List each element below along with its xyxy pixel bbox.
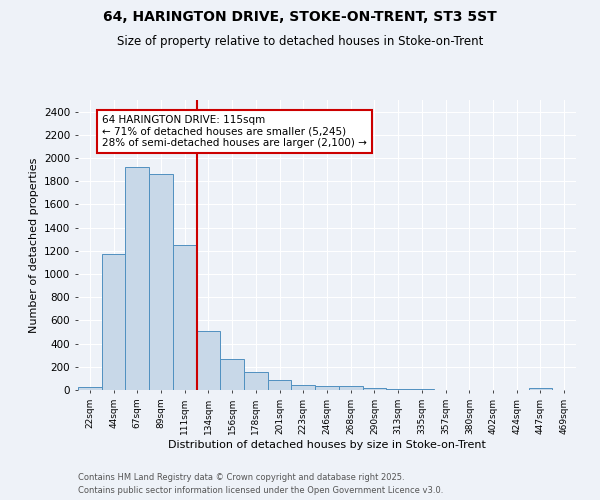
Bar [149, 174, 173, 390]
Bar [268, 380, 292, 390]
Text: Size of property relative to detached houses in Stoke-on-Trent: Size of property relative to detached ho… [117, 35, 483, 48]
Bar [292, 385, 315, 390]
X-axis label: Distribution of detached houses by size in Stoke-on-Trent: Distribution of detached houses by size … [168, 440, 486, 450]
Bar [78, 387, 102, 390]
Bar [339, 386, 362, 390]
Bar [173, 245, 197, 390]
Bar [125, 168, 149, 390]
Text: Contains HM Land Registry data © Crown copyright and database right 2025.: Contains HM Land Registry data © Crown c… [78, 474, 404, 482]
Text: 64, HARINGTON DRIVE, STOKE-ON-TRENT, ST3 5ST: 64, HARINGTON DRIVE, STOKE-ON-TRENT, ST3… [103, 10, 497, 24]
Bar [102, 254, 125, 390]
Text: 64 HARINGTON DRIVE: 115sqm
← 71% of detached houses are smaller (5,245)
28% of s: 64 HARINGTON DRIVE: 115sqm ← 71% of deta… [102, 115, 367, 148]
Bar [362, 388, 386, 390]
Bar [529, 388, 552, 390]
Bar [197, 331, 220, 390]
Bar [244, 372, 268, 390]
Bar [315, 386, 339, 390]
Y-axis label: Number of detached properties: Number of detached properties [29, 158, 38, 332]
Bar [220, 358, 244, 390]
Text: Contains public sector information licensed under the Open Government Licence v3: Contains public sector information licen… [78, 486, 443, 495]
